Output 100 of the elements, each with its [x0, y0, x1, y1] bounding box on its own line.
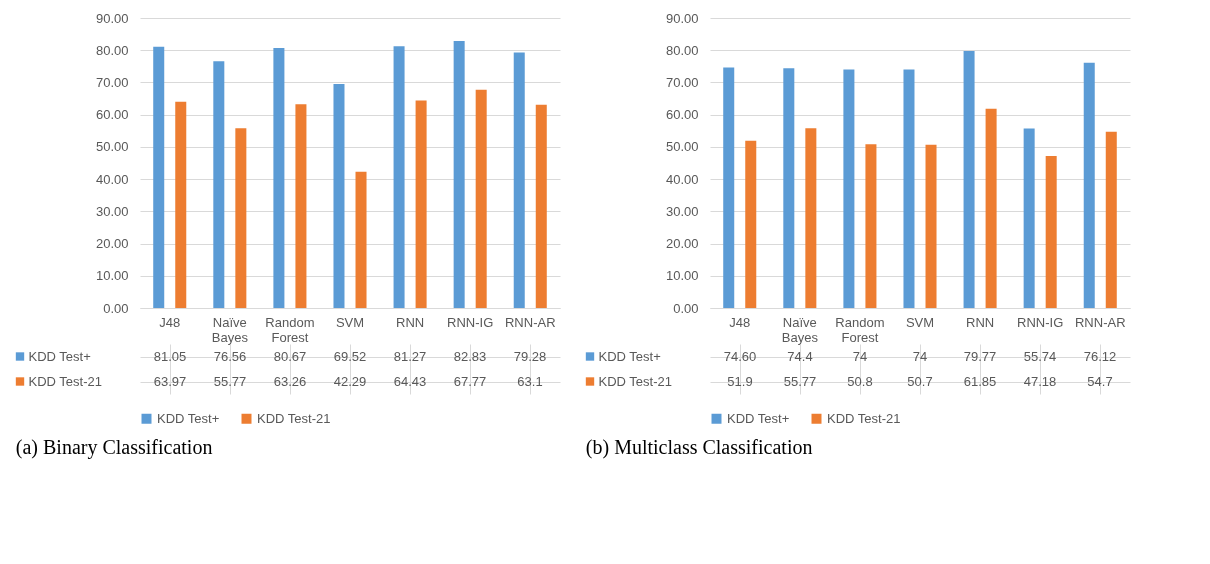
- y-tick-label: 30.00: [95, 203, 129, 219]
- x-tick-label: RNN-AR: [504, 314, 556, 330]
- bar: [393, 46, 405, 308]
- data-label: 47.18: [1023, 373, 1057, 389]
- data-label: 55.77: [213, 373, 247, 389]
- y-tick-label: 80.00: [665, 42, 699, 58]
- bar: [1023, 128, 1035, 308]
- y-tick-label: 90.00: [95, 10, 129, 26]
- y-tick-label: 20.00: [95, 236, 129, 252]
- x-tick-label: RNN: [966, 314, 995, 330]
- x-tick-label: SVM: [335, 314, 365, 330]
- data-label: 82.83: [453, 348, 487, 364]
- data-label: 79.77: [963, 348, 997, 364]
- y-tick-label: 70.00: [665, 74, 699, 90]
- data-label: 50.7: [907, 373, 933, 389]
- y-tick-label: 20.00: [665, 236, 699, 252]
- bar: [985, 108, 997, 308]
- bar: [963, 50, 975, 308]
- y-tick-label: 90.00: [665, 10, 699, 26]
- bar: [925, 144, 937, 308]
- x-tick-label: RNN-IG: [447, 314, 494, 330]
- bar: [475, 89, 487, 308]
- data-label: 79.28: [513, 348, 547, 364]
- y-tick-label: 40.00: [95, 171, 129, 187]
- text: KDD Test+: [727, 410, 790, 426]
- x-tick-label: RNN: [396, 314, 425, 330]
- bar: [295, 104, 307, 308]
- bar: [355, 171, 367, 308]
- y-tick-label: 60.00: [95, 107, 129, 123]
- y-tick-label: 0.00: [103, 300, 129, 316]
- bar: [745, 140, 757, 308]
- data-label: 51.9: [727, 373, 753, 389]
- bar: [415, 100, 427, 308]
- y-tick-label: 60.00: [665, 107, 699, 123]
- x-tick-label: SVM: [905, 314, 935, 330]
- text: KDD Test-21: [257, 410, 331, 426]
- data-label: 74.4: [787, 348, 813, 364]
- data-label: 67.77: [453, 373, 487, 389]
- bar: [1045, 155, 1057, 308]
- y-tick-label: 80.00: [95, 42, 129, 58]
- text: (a) Binary Classification: [15, 436, 213, 459]
- bar: [903, 69, 915, 308]
- text: KDD Test-21: [827, 410, 901, 426]
- bar: [1105, 131, 1117, 308]
- x-tick-label: J48: [729, 314, 751, 330]
- data-label: 63.26: [273, 373, 307, 389]
- data-label: 63.1: [517, 373, 543, 389]
- data-label: 63.97: [153, 373, 187, 389]
- bar: [865, 144, 877, 308]
- bar: [333, 83, 345, 308]
- data-label: 76.56: [213, 348, 247, 364]
- data-label: 74.60: [723, 348, 757, 364]
- bar: [723, 67, 735, 308]
- x-tick-label: Naïve Bayes: [781, 314, 819, 345]
- bar: [175, 101, 187, 308]
- data-label: 61.85: [963, 373, 997, 389]
- bar: [783, 68, 795, 308]
- y-tick-label: 10.00: [665, 268, 699, 284]
- y-tick-label: 10.00: [95, 268, 129, 284]
- bar: [843, 69, 855, 308]
- y-tick-label: 70.00: [95, 74, 129, 90]
- text: KDD Test+: [157, 410, 220, 426]
- legend-label: KDD Test-21: [28, 374, 102, 389]
- y-tick-label: 0.00: [673, 300, 699, 316]
- bar: [213, 61, 225, 308]
- bar: [513, 52, 525, 308]
- bar: [453, 41, 465, 308]
- data-label: 69.52: [333, 348, 367, 364]
- legend-label: KDD Test+: [598, 349, 661, 364]
- bar: [1083, 62, 1095, 308]
- x-tick-label: RNN-IG: [1017, 314, 1064, 330]
- data-label: 76.12: [1083, 348, 1117, 364]
- x-tick-label: Naïve Bayes: [211, 314, 249, 345]
- data-label: 54.7: [1087, 373, 1113, 389]
- data-label: 55.77: [783, 373, 817, 389]
- data-label: 42.29: [333, 373, 367, 389]
- x-tick-label: J48: [159, 314, 181, 330]
- data-label: 55.74: [1023, 348, 1057, 364]
- data-label: 64.43: [393, 373, 427, 389]
- y-tick-label: 50.00: [95, 139, 129, 155]
- bar: [235, 128, 247, 308]
- x-tick-label: Random Forest: [835, 314, 885, 345]
- bar: [535, 104, 547, 308]
- bar: [153, 46, 165, 308]
- data-label: 74: [852, 348, 868, 364]
- legend-label: KDD Test+: [28, 349, 91, 364]
- y-tick-label: 40.00: [665, 171, 699, 187]
- x-tick-label: Random Forest: [265, 314, 315, 345]
- data-label: 81.05: [153, 348, 187, 364]
- x-tick-label: RNN-AR: [1074, 314, 1126, 330]
- y-tick-label: 50.00: [665, 139, 699, 155]
- bar: [805, 128, 817, 308]
- y-tick-label: 30.00: [665, 203, 699, 219]
- legend-label: KDD Test-21: [598, 374, 672, 389]
- data-label: 80.67: [273, 348, 307, 364]
- data-label: 50.8: [847, 373, 873, 389]
- bar: [273, 48, 285, 308]
- data-label: 81.27: [393, 348, 427, 364]
- data-label: 74: [912, 348, 928, 364]
- text: (b) Multiclass Classification: [585, 436, 813, 459]
